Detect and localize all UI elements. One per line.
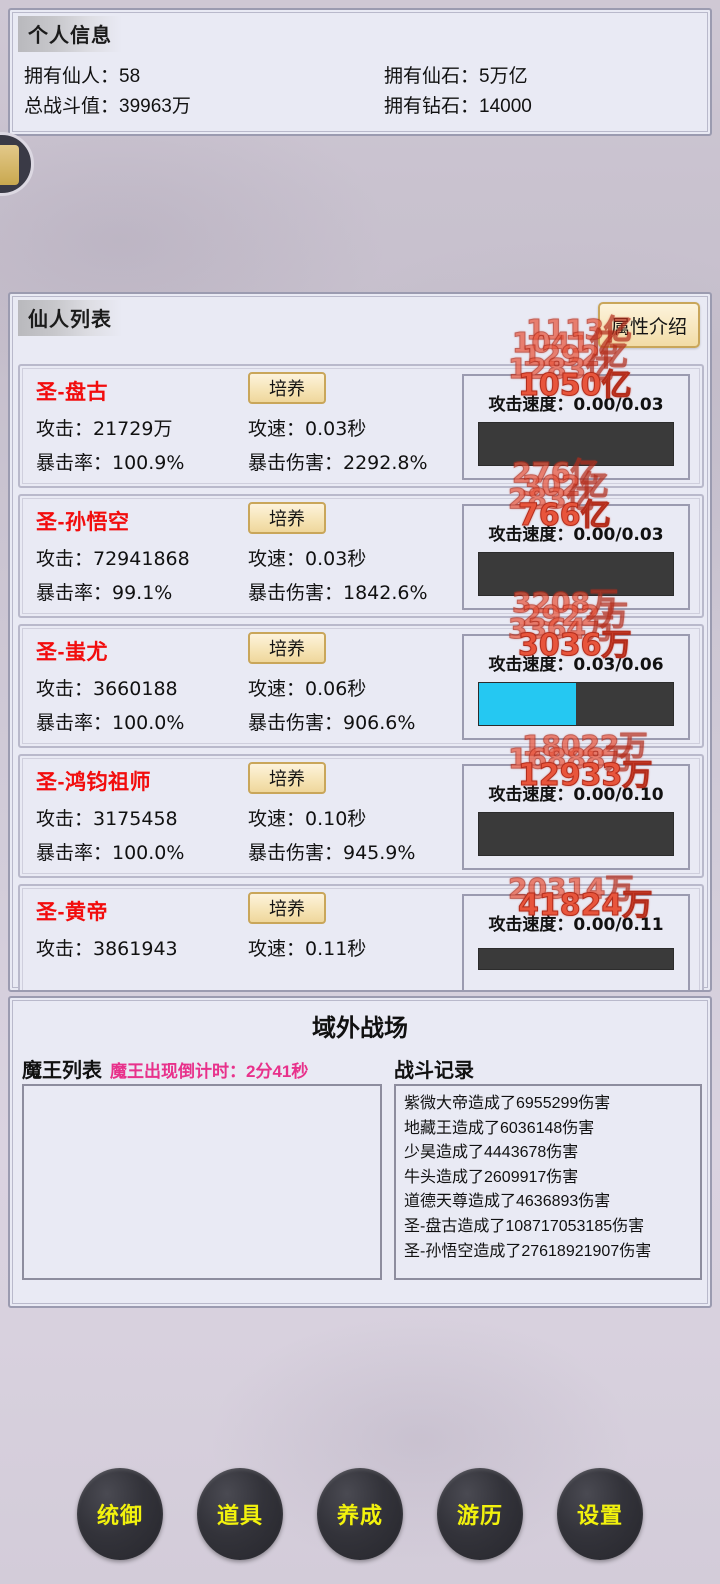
- personal-info-rows: 拥有仙人：58 拥有仙石：5万亿 总战斗值：39963万 拥有钻石：14000: [24, 62, 700, 122]
- demon-list-header: 魔王列表 魔王出现倒计时：2分41秒: [22, 1054, 308, 1083]
- nav-button-道具[interactable]: 道具: [197, 1468, 283, 1560]
- crit-damage-value: 暴击伤害：906.6%: [248, 712, 416, 734]
- attack-speed-value: 攻速：0.10秒: [248, 808, 367, 830]
- immortal-name: 圣-黄帝: [36, 901, 108, 924]
- attack-speed-label: 攻击速度：0.00/0.03: [488, 395, 664, 415]
- attack-value: 攻击：3861943: [36, 938, 178, 960]
- immortal-list-title: 仙人列表: [18, 300, 122, 336]
- attack-value: 攻击：3175458: [36, 808, 178, 830]
- crit-rate-value: 暴击率：100.0%: [36, 712, 185, 734]
- attack-speed-label: 攻击速度：0.00/0.11: [488, 915, 664, 935]
- avatar[interactable]: [0, 132, 34, 196]
- battle-log-box[interactable]: 紫微大帝造成了6955299伤害 地藏王造成了6036148伤害 少昊造成了4443…: [394, 1084, 702, 1280]
- attack-speed-value: 攻速：0.11秒: [248, 938, 367, 960]
- crit-rate-value: 暴击率：100.9%: [36, 452, 185, 474]
- attack-speed-box: 攻击速度：0.00/0.10: [462, 764, 690, 870]
- battle-log-label: 战斗记录: [394, 1060, 474, 1082]
- owned-stones-value: 拥有仙石：5万亿: [384, 66, 528, 87]
- attack-speed-progress-bar: [478, 948, 674, 970]
- immortal-card[interactable]: 圣-孙悟空 培养攻击：72941868 攻速：0.03秒暴击率：99.1% 暴击伤害：…: [18, 494, 704, 618]
- owned-immortals-value: 拥有仙人：58: [24, 66, 141, 87]
- crit-damage-value: 暴击伤害：2292.8%: [248, 452, 428, 474]
- crit-damage-value: 暴击伤害：1842.6%: [248, 582, 428, 604]
- attack-speed-value: 攻速：0.06秒: [248, 678, 367, 700]
- demon-list-label: 魔王列表: [22, 1060, 102, 1082]
- cultivate-button[interactable]: 培养: [248, 762, 326, 794]
- attack-speed-value: 攻速：0.03秒: [248, 548, 367, 570]
- nav-button-游历[interactable]: 游历: [437, 1468, 523, 1560]
- personal-info-panel: 个人信息 拥有仙人：58 拥有仙石：5万亿 总战斗值：39963万 拥有钻石：1…: [8, 8, 712, 136]
- bottom-navigation: 统御 道具 养成 游历 设置: [0, 1466, 720, 1562]
- attack-speed-box: 攻击速度：0.00/0.03: [462, 504, 690, 610]
- immortal-list-panel: 仙人列表 属性介绍 圣-盘古 培养 攻击：21729万 攻速：0.03秒 暴击率：100…: [8, 292, 712, 992]
- owned-diamonds-value: 拥有钻石：14000: [384, 96, 532, 117]
- immortal-name: 圣-盘古: [36, 381, 108, 404]
- immortal-card[interactable]: 圣-黄帝 培养攻击：3861943 攻速：0.11秒 攻击速度：0.00/0.11: [18, 884, 704, 990]
- battle-log-line: 少昊造成了4443678伤害: [404, 1144, 579, 1162]
- immortal-name: 圣-孙悟空: [36, 511, 130, 534]
- cultivate-button[interactable]: 培养: [248, 892, 326, 924]
- attack-speed-label: 攻击速度：0.00/0.03: [488, 525, 664, 545]
- immortal-name: 圣-鸿钧祖师: [36, 771, 151, 794]
- battle-log-line: 地藏王造成了6036148伤害: [404, 1119, 595, 1137]
- attack-speed-label: 攻击速度：0.03/0.06: [488, 655, 664, 675]
- battle-log-line: 紫微大帝造成了6955299伤害: [404, 1095, 611, 1112]
- demon-list-box[interactable]: [22, 1084, 382, 1280]
- battle-log-line: 圣-盘古造成了108717053185伤害: [404, 1217, 645, 1235]
- immortal-card[interactable]: 圣-蚩尤 培养攻击：3660188 攻速：0.06秒暴击率：100.0% 暴击伤害：9…: [18, 624, 704, 748]
- attack-speed-box: 攻击速度：0.03/0.06: [462, 634, 690, 740]
- nav-button-设置[interactable]: 设置: [557, 1468, 643, 1560]
- attack-value: 攻击：72941868: [36, 548, 190, 570]
- crit-rate-value: 暴击率：100.0%: [36, 842, 185, 864]
- attack-speed-progress-bar: [478, 422, 674, 466]
- total-power-value: 总战斗值：39963万: [24, 96, 191, 117]
- immortal-name: 圣-蚩尤: [36, 641, 108, 664]
- attack-value: 攻击：3660188: [36, 678, 178, 700]
- crit-damage-value: 暴击伤害：945.9%: [248, 842, 416, 864]
- attack-speed-value: 攻速：0.03秒: [248, 418, 367, 440]
- attack-speed-box: 攻击速度：0.00/0.03: [462, 374, 690, 480]
- battle-log-line: 牛头造成了2609917伤害: [404, 1168, 579, 1186]
- personal-info-title: 个人信息: [18, 16, 122, 52]
- attack-value: 攻击：21729万: [36, 418, 173, 440]
- cultivate-button[interactable]: 培养: [248, 372, 326, 404]
- outland-title: 域外战场: [312, 1015, 408, 1042]
- cultivate-button[interactable]: 培养: [248, 502, 326, 534]
- attack-speed-box: 攻击速度：0.00/0.11: [462, 894, 690, 990]
- nav-button-统御[interactable]: 统御: [77, 1468, 163, 1560]
- avatar-figure-icon: [0, 145, 19, 185]
- attack-speed-progress-bar: [478, 552, 674, 596]
- crit-rate-value: 暴击率：99.1%: [36, 582, 173, 604]
- personal-info-row: 总战斗值：39963万 拥有钻石：14000: [24, 92, 700, 122]
- nav-button-养成[interactable]: 养成: [317, 1468, 403, 1560]
- immortal-card[interactable]: 圣-盘古 培养攻击：21729万 攻速：0.03秒暴击率：100.9% 暴击伤害：22…: [18, 364, 704, 488]
- attack-speed-label: 攻击速度：0.00/0.10: [488, 785, 664, 805]
- progress-fill: [479, 683, 576, 725]
- battle-log-line: 圣-孙悟空造成了27618921907伤害: [404, 1242, 652, 1260]
- attack-speed-progress-bar: [478, 682, 674, 726]
- personal-info-row: 拥有仙人：58 拥有仙石：5万亿: [24, 62, 700, 92]
- attack-speed-progress-bar: [478, 812, 674, 856]
- outland-battlefield-panel: 域外战场 魔王列表 魔王出现倒计时：2分41秒 战斗记录 紫微大帝造成了6955…: [8, 996, 712, 1308]
- battle-log-line: 道德天尊造成了4636893伤害: [404, 1193, 611, 1211]
- cultivate-button[interactable]: 培养: [248, 632, 326, 664]
- demon-countdown: 魔王出现倒计时：2分41秒: [110, 1062, 309, 1081]
- immortal-card[interactable]: 圣-鸿钧祖师 培养攻击：3175458 攻速：0.10秒暴击率：100.0% 暴击伤害…: [18, 754, 704, 878]
- attribute-intro-button[interactable]: 属性介绍: [598, 302, 700, 348]
